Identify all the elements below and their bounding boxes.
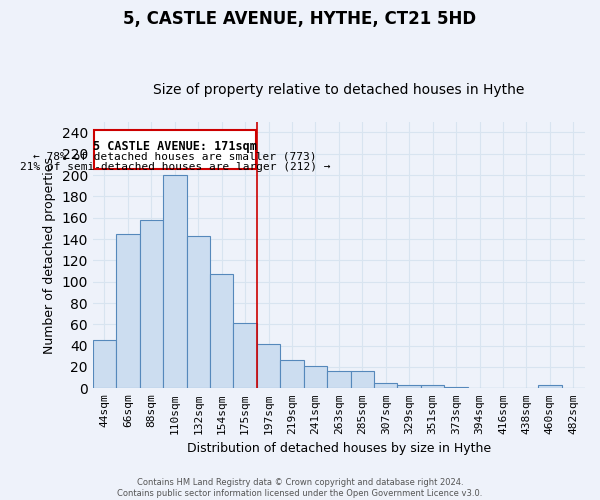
X-axis label: Distribution of detached houses by size in Hythe: Distribution of detached houses by size … <box>187 442 491 455</box>
Bar <box>445 387 468 388</box>
Bar <box>397 385 421 388</box>
Text: 5 CASTLE AVENUE: 171sqm: 5 CASTLE AVENUE: 171sqm <box>93 140 257 153</box>
Bar <box>421 385 445 388</box>
Text: 5, CASTLE AVENUE, HYTHE, CT21 5HD: 5, CASTLE AVENUE, HYTHE, CT21 5HD <box>124 10 476 28</box>
Bar <box>538 385 562 388</box>
Bar <box>140 220 163 388</box>
Bar <box>93 340 116 388</box>
FancyBboxPatch shape <box>94 130 256 168</box>
Bar <box>187 236 210 388</box>
Title: Size of property relative to detached houses in Hythe: Size of property relative to detached ho… <box>153 83 524 97</box>
Bar <box>163 175 187 388</box>
Bar <box>257 344 280 388</box>
Bar <box>327 371 350 388</box>
Text: Contains HM Land Registry data © Crown copyright and database right 2024.
Contai: Contains HM Land Registry data © Crown c… <box>118 478 482 498</box>
Y-axis label: Number of detached properties: Number of detached properties <box>43 156 56 354</box>
Bar <box>210 274 233 388</box>
Bar <box>280 360 304 388</box>
Bar <box>304 366 327 388</box>
Bar <box>233 324 257 388</box>
Bar <box>374 383 397 388</box>
Bar <box>350 371 374 388</box>
Bar <box>116 234 140 388</box>
Text: ← 78% of detached houses are smaller (773): ← 78% of detached houses are smaller (77… <box>33 152 317 162</box>
Text: 21% of semi-detached houses are larger (212) →: 21% of semi-detached houses are larger (… <box>20 162 330 172</box>
